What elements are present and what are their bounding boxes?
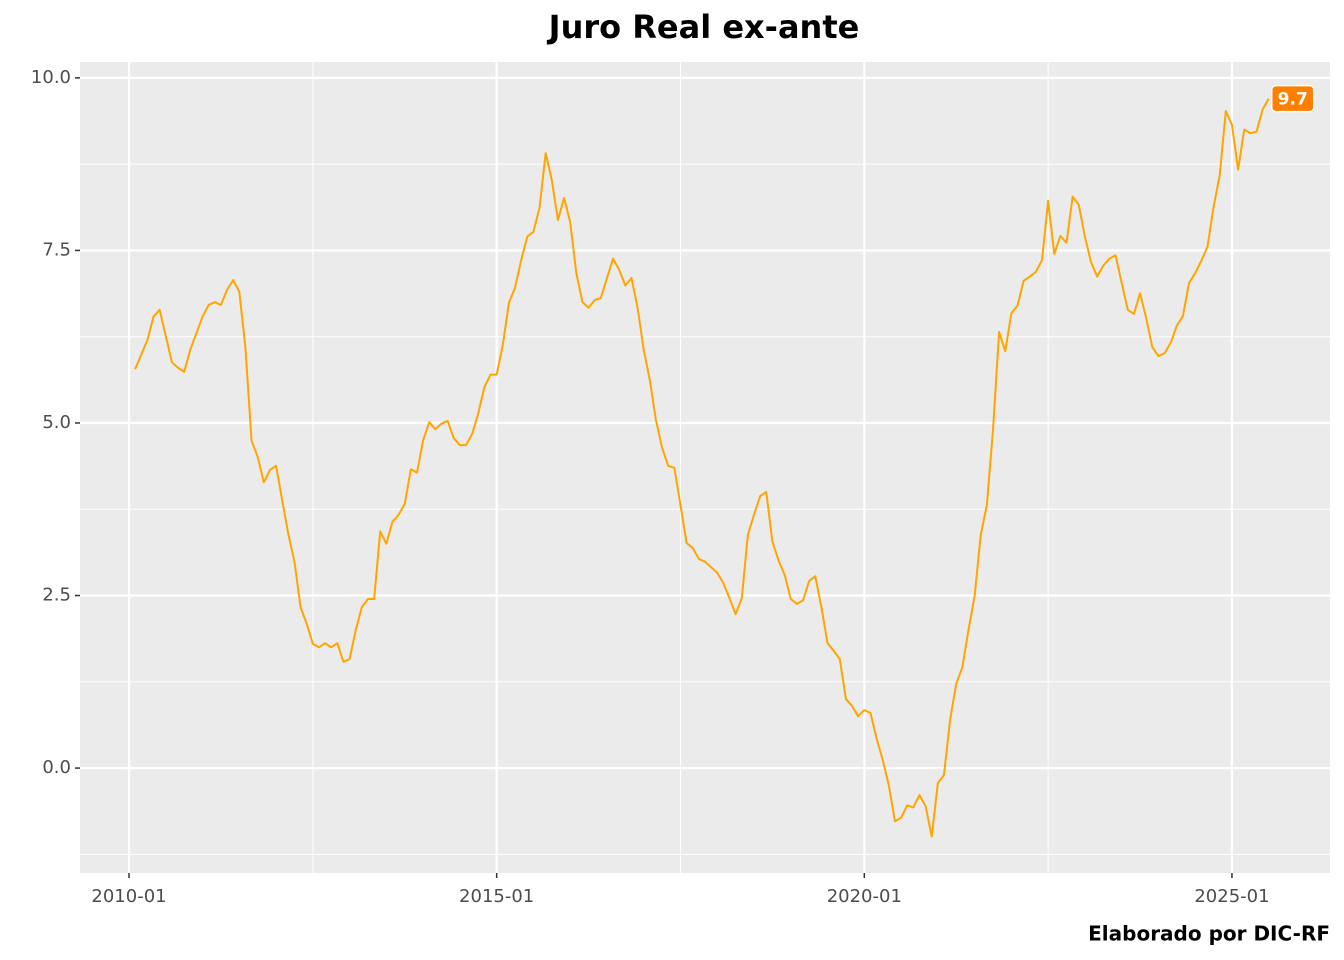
x-tick-label: 2020-01 <box>827 886 902 907</box>
y-tick-label: 7.5 <box>42 239 71 260</box>
y-tick-label: 5.0 <box>42 412 71 433</box>
chart-title: Juro Real ex-ante <box>547 8 860 46</box>
y-tick-label: 10.0 <box>31 67 71 88</box>
end-label: 9.7 <box>1278 90 1308 110</box>
y-tick-label: 2.5 <box>42 585 71 606</box>
x-tick-label: 2025-01 <box>1194 886 1269 907</box>
panel <box>80 62 1330 873</box>
caption: Elaborado por DIC-RF <box>1088 922 1330 946</box>
end-label-box <box>1270 84 1315 113</box>
x-tick-label: 2010-01 <box>91 886 166 907</box>
x-tick-label: 2015-01 <box>459 886 534 907</box>
series-line <box>134 98 1270 838</box>
y-tick-label: 0.0 <box>42 757 71 778</box>
